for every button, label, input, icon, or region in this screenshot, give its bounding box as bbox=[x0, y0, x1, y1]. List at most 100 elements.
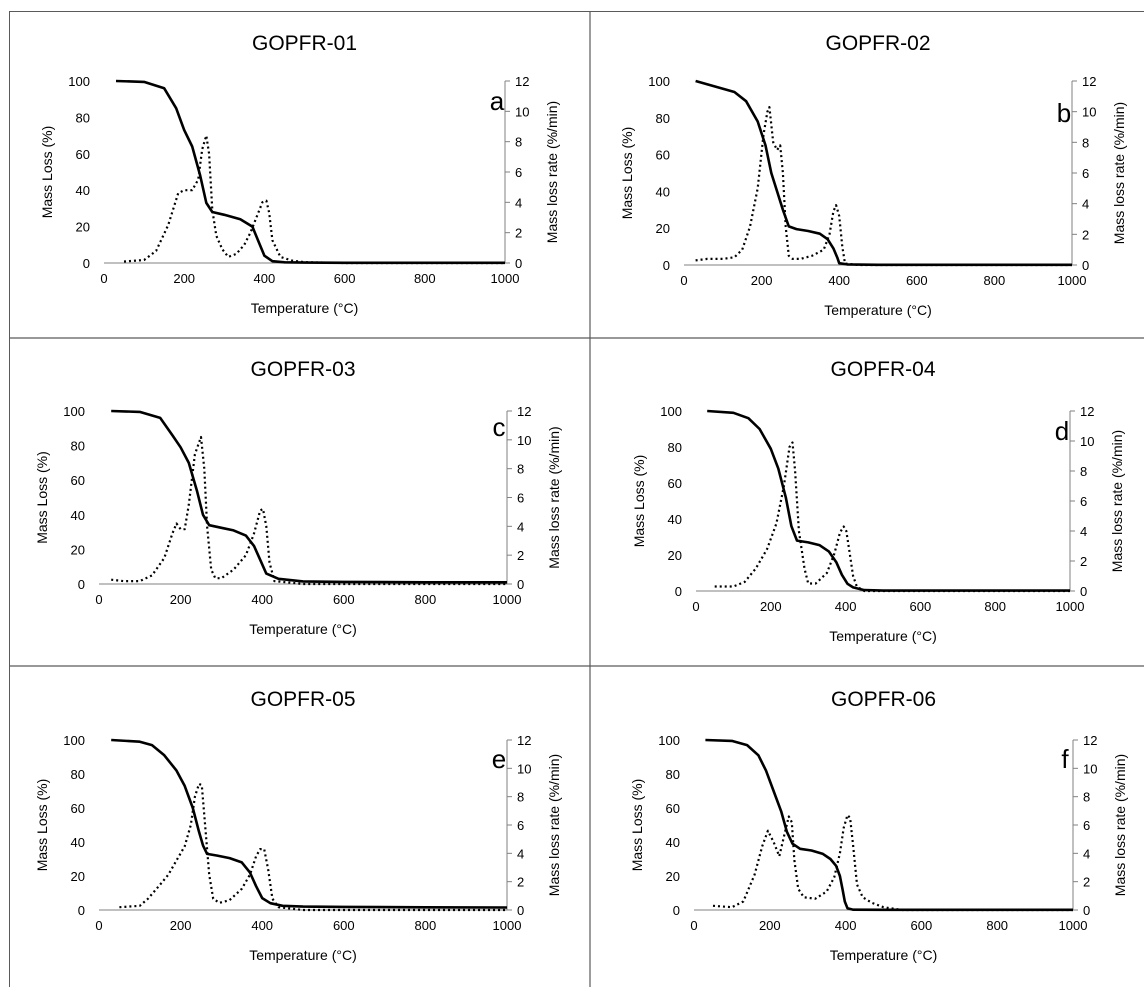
chart-title: GOPFR-04 bbox=[830, 358, 935, 381]
y2-tick-label: 2 bbox=[1083, 875, 1090, 890]
x-tick-label: 1000 bbox=[1059, 918, 1088, 933]
y-tick-label: 60 bbox=[71, 473, 85, 488]
y2-tick-label: 2 bbox=[515, 226, 522, 241]
y2-axis-label: Mass loss rate (%/min) bbox=[1109, 430, 1125, 572]
x-tick-label: 0 bbox=[95, 918, 102, 933]
chart-title: GOPFR-05 bbox=[250, 688, 355, 711]
mass-loss-series bbox=[695, 79, 1072, 267]
y2-tick-label: 4 bbox=[517, 519, 524, 534]
y-tick-label: 0 bbox=[78, 903, 85, 918]
y2-tick-label: 0 bbox=[515, 256, 522, 271]
x-tick-label: 0 bbox=[692, 599, 699, 614]
y2-tick-label: 2 bbox=[517, 875, 524, 890]
x-tick-label: 600 bbox=[334, 271, 356, 286]
x-tick-label: 800 bbox=[415, 592, 437, 607]
x-tick-label: 800 bbox=[984, 273, 1006, 288]
x-axis-label: Temperature (°C) bbox=[829, 628, 937, 644]
y2-tick-label: 6 bbox=[515, 165, 522, 180]
y2-tick-label: 6 bbox=[517, 818, 524, 833]
y2-tick-label: 4 bbox=[1082, 197, 1089, 212]
figure-frame bbox=[9, 11, 1144, 987]
x-tick-label: 200 bbox=[751, 273, 773, 288]
x-tick-label: 400 bbox=[251, 918, 273, 933]
x-tick-label: 0 bbox=[690, 918, 697, 933]
y-tick-label: 0 bbox=[663, 258, 670, 273]
x-tick-label: 200 bbox=[759, 918, 781, 933]
y2-axis-label: Mass loss rate (%/min) bbox=[546, 426, 562, 568]
x-tick-label: 1000 bbox=[1056, 599, 1085, 614]
y-tick-label: 40 bbox=[666, 835, 680, 850]
y2-tick-label: 8 bbox=[517, 790, 524, 805]
y2-tick-label: 6 bbox=[1082, 166, 1089, 181]
chart-title: GOPFR-06 bbox=[831, 688, 936, 711]
x-axis-label: Temperature (°C) bbox=[249, 621, 357, 637]
x-axis-label: Temperature (°C) bbox=[824, 302, 932, 318]
y-tick-label: 60 bbox=[668, 476, 682, 491]
mass-loss-series bbox=[707, 409, 1070, 592]
chart-title: GOPFR-02 bbox=[825, 32, 930, 55]
x-tick-label: 200 bbox=[170, 592, 192, 607]
y2-axis-label: Mass loss rate (%/min) bbox=[1111, 102, 1127, 244]
mass-loss-rate-series bbox=[712, 813, 1073, 912]
y-axis-label: Mass Loss (%) bbox=[629, 779, 645, 872]
y-tick-label: 20 bbox=[666, 869, 680, 884]
y2-tick-label: 4 bbox=[1080, 524, 1087, 539]
y2-tick-label: 8 bbox=[1080, 464, 1087, 479]
x-tick-label: 600 bbox=[333, 918, 355, 933]
y-tick-label: 60 bbox=[71, 801, 85, 816]
y-tick-label: 80 bbox=[656, 111, 670, 126]
x-tick-label: 200 bbox=[170, 918, 192, 933]
x-tick-label: 0 bbox=[680, 273, 687, 288]
y-tick-label: 20 bbox=[656, 221, 670, 236]
x-tick-label: 200 bbox=[173, 271, 195, 286]
x-tick-label: 1000 bbox=[1058, 273, 1087, 288]
y2-tick-label: 12 bbox=[1083, 733, 1097, 748]
y2-tick-label: 2 bbox=[1082, 227, 1089, 242]
y-axis-label: Mass Loss (%) bbox=[34, 451, 50, 544]
y-tick-label: 100 bbox=[63, 733, 85, 748]
panel-letter: a bbox=[490, 86, 505, 116]
mass-loss-rate-series bbox=[695, 105, 1072, 267]
y-axis-label: Mass Loss (%) bbox=[34, 779, 50, 872]
mass-loss-rate-series bbox=[714, 441, 1070, 593]
y2-tick-label: 0 bbox=[517, 577, 524, 592]
y2-axis-label: Mass loss rate (%/min) bbox=[1112, 754, 1128, 896]
y-tick-label: 40 bbox=[71, 835, 85, 850]
x-tick-label: 800 bbox=[984, 599, 1006, 614]
x-tick-label: 800 bbox=[986, 918, 1008, 933]
mass-loss-series bbox=[111, 738, 508, 909]
y2-tick-label: 8 bbox=[515, 135, 522, 150]
x-tick-label: 600 bbox=[906, 273, 928, 288]
y2-tick-label: 4 bbox=[517, 846, 524, 861]
y-axis-label: Mass Loss (%) bbox=[39, 126, 55, 219]
y2-tick-label: 2 bbox=[517, 548, 524, 563]
mass-loss-series bbox=[705, 738, 1073, 912]
x-tick-label: 400 bbox=[254, 271, 276, 286]
y-tick-label: 20 bbox=[668, 548, 682, 563]
mass-loss-rate-series bbox=[111, 435, 507, 586]
panel-letter: c bbox=[493, 412, 506, 442]
panel-letter: b bbox=[1057, 98, 1071, 128]
y2-tick-label: 6 bbox=[517, 491, 524, 506]
panel-letter: e bbox=[492, 744, 506, 774]
y-tick-label: 60 bbox=[656, 148, 670, 163]
y2-tick-label: 4 bbox=[1083, 846, 1090, 861]
y-axis-label: Mass Loss (%) bbox=[631, 455, 647, 548]
x-tick-label: 400 bbox=[835, 918, 857, 933]
y-tick-label: 80 bbox=[71, 767, 85, 782]
x-tick-label: 400 bbox=[835, 599, 857, 614]
x-tick-label: 600 bbox=[911, 918, 933, 933]
x-tick-label: 1000 bbox=[491, 271, 520, 286]
y-tick-label: 80 bbox=[666, 767, 680, 782]
chart-title: GOPFR-01 bbox=[252, 32, 357, 55]
panel-letter: f bbox=[1061, 744, 1069, 774]
y2-tick-label: 12 bbox=[1080, 404, 1094, 419]
x-tick-label: 1000 bbox=[493, 592, 522, 607]
y2-tick-label: 12 bbox=[517, 404, 531, 419]
y-tick-label: 100 bbox=[660, 404, 682, 419]
y2-axis-label: Mass loss rate (%/min) bbox=[546, 754, 562, 896]
